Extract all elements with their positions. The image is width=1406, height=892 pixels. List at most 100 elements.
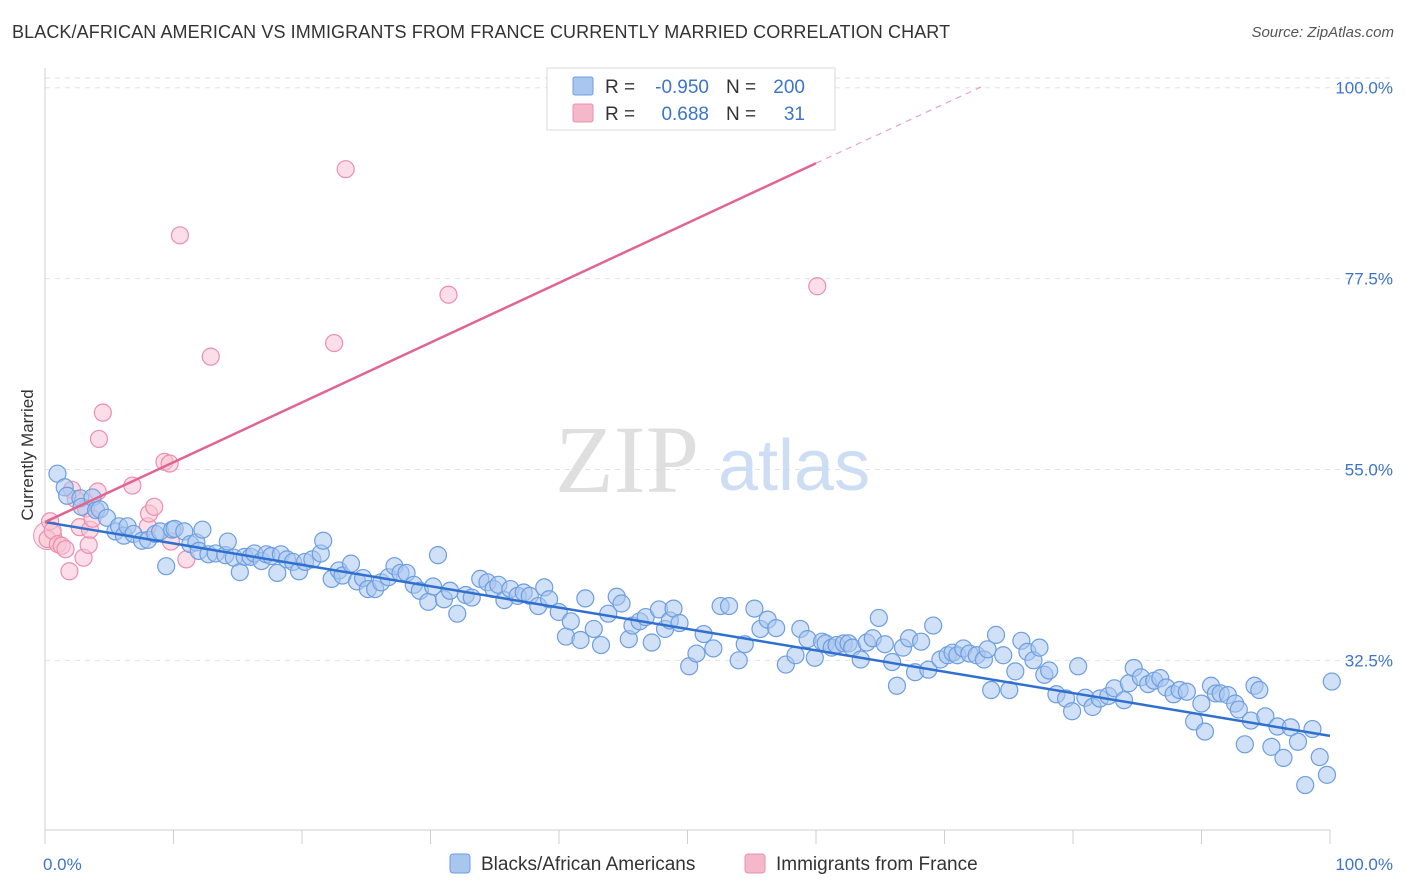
point-blacks-105 bbox=[704, 639, 723, 658]
point-blacks-67 bbox=[448, 604, 467, 623]
point-blacks-178 bbox=[1177, 682, 1196, 701]
point-blacks-88 bbox=[591, 635, 611, 655]
point-blacks-86 bbox=[576, 589, 595, 608]
point-blacks-110 bbox=[745, 599, 764, 618]
point-blacks-162 bbox=[1069, 657, 1088, 676]
trend-line-blacks bbox=[44, 520, 1331, 738]
legend-swatch-blacks bbox=[572, 76, 594, 96]
point-blacks-181 bbox=[1195, 722, 1215, 741]
chart-title: BLACK/AFRICAN AMERICAN VS IMMIGRANTS FRO… bbox=[12, 22, 951, 42]
bottom-legend: Blacks/African Americans Immigrants from… bbox=[449, 853, 978, 875]
point-france-27 bbox=[201, 347, 220, 366]
point-blacks-193 bbox=[1262, 737, 1281, 756]
point-blacks-18 bbox=[157, 557, 176, 576]
axes bbox=[44, 68, 1331, 844]
point-france-28 bbox=[325, 333, 344, 353]
point-blacks-50 bbox=[341, 554, 361, 573]
watermark: ZIP atlas bbox=[555, 406, 870, 513]
point-blacks-129 bbox=[869, 608, 888, 628]
point-blacks-202 bbox=[1322, 672, 1341, 691]
bottom-legend-swatch-france bbox=[744, 853, 766, 874]
watermark-zip: ZIP bbox=[555, 406, 699, 513]
trend-line-france bbox=[44, 162, 817, 524]
x-tick-label-0: 0.0% bbox=[43, 855, 82, 874]
point-blacks-104 bbox=[694, 624, 713, 644]
y-tick-label-3: 32.5% bbox=[1345, 651, 1393, 670]
source-credit: Source: ZipAtlas.com bbox=[1251, 24, 1394, 41]
point-france-21 bbox=[145, 497, 164, 516]
point-blacks-64 bbox=[428, 546, 448, 565]
point-blacks-191 bbox=[1250, 680, 1269, 700]
bottom-legend-swatch-blacks bbox=[449, 853, 471, 874]
point-france-5 bbox=[56, 540, 75, 559]
point-blacks-29 bbox=[218, 532, 237, 551]
point-france-16 bbox=[89, 429, 109, 449]
x-tick-label-1: 100.0% bbox=[1335, 855, 1393, 874]
point-blacks-96 bbox=[642, 633, 661, 652]
point-blacks-103 bbox=[687, 644, 706, 663]
point-blacks-108 bbox=[729, 651, 748, 670]
point-france-12 bbox=[79, 535, 98, 555]
y-tick-label-2: 55.0% bbox=[1345, 460, 1393, 479]
point-blacks-107 bbox=[719, 596, 739, 616]
france-points bbox=[33, 160, 827, 581]
point-blacks-200 bbox=[1310, 747, 1329, 767]
point-blacks-81 bbox=[539, 590, 559, 609]
legend-r-label-0: R = bbox=[605, 77, 635, 98]
point-france-29 bbox=[336, 160, 355, 179]
point-blacks-25 bbox=[193, 520, 212, 539]
bottom-legend-label-france: Immigrants from France bbox=[776, 854, 978, 875]
point-blacks-180 bbox=[1192, 694, 1211, 713]
point-france-25 bbox=[170, 226, 190, 245]
watermark-atlas: atlas bbox=[718, 426, 870, 506]
legend-swatch-france bbox=[572, 103, 594, 123]
point-blacks-38 bbox=[268, 563, 287, 583]
point-blacks-161 bbox=[1063, 702, 1082, 721]
point-blacks-150 bbox=[994, 646, 1013, 665]
point-blacks-136 bbox=[912, 632, 931, 651]
point-blacks-152 bbox=[1006, 662, 1025, 681]
point-blacks-195 bbox=[1274, 748, 1293, 767]
point-blacks-85 bbox=[571, 630, 590, 650]
point-blacks-31 bbox=[230, 563, 249, 582]
point-blacks-188 bbox=[1235, 735, 1254, 754]
point-blacks-198 bbox=[1296, 775, 1315, 795]
point-blacks-197 bbox=[1288, 732, 1308, 751]
point-blacks-201 bbox=[1317, 765, 1337, 784]
legend-r-label-1: R = bbox=[605, 104, 635, 125]
point-blacks-87 bbox=[584, 619, 603, 639]
point-blacks-147 bbox=[978, 640, 997, 659]
legend-n-value-0: 200 bbox=[773, 77, 805, 98]
point-blacks-130 bbox=[875, 635, 894, 654]
legend-r-value-1: 0.688 bbox=[661, 104, 709, 125]
point-blacks-62 bbox=[419, 592, 438, 611]
point-france-30 bbox=[439, 285, 458, 304]
point-blacks-132 bbox=[887, 676, 907, 695]
point-france-6 bbox=[60, 562, 79, 581]
point-blacks-84 bbox=[561, 612, 580, 631]
point-blacks-149 bbox=[986, 625, 1006, 644]
point-france-31 bbox=[808, 277, 827, 296]
legend-r-value-0: -0.950 bbox=[655, 77, 709, 98]
point-blacks-156 bbox=[1030, 638, 1049, 657]
legend-n-label-0: N = bbox=[726, 77, 756, 98]
point-blacks-91 bbox=[612, 594, 631, 613]
tick-labels: 100.0% 77.5% 55.0% 32.5% 0.0% 100.0% bbox=[43, 79, 1393, 874]
legend-n-value-1: 31 bbox=[784, 104, 805, 125]
legend-n-label-1: N = bbox=[726, 104, 756, 125]
point-blacks-113 bbox=[767, 619, 786, 638]
legend-box: R = -0.950 N = 200 R = 0.688 N = 31 bbox=[546, 67, 836, 131]
legend-frame bbox=[546, 67, 836, 131]
trend-line-france-extension bbox=[815, 85, 984, 164]
y-tick-label-1: 77.5% bbox=[1345, 270, 1393, 289]
point-blacks-138 bbox=[924, 616, 943, 635]
point-blacks-46 bbox=[314, 531, 333, 550]
point-france-17 bbox=[93, 403, 112, 422]
point-blacks-158 bbox=[1040, 661, 1059, 680]
point-blacks-115 bbox=[786, 646, 805, 665]
y-tick-label-0: 100.0% bbox=[1335, 79, 1393, 98]
bottom-legend-label-blacks: Blacks/African Americans bbox=[481, 854, 695, 875]
trend-lines bbox=[44, 85, 1331, 738]
point-blacks-148 bbox=[982, 680, 1001, 700]
